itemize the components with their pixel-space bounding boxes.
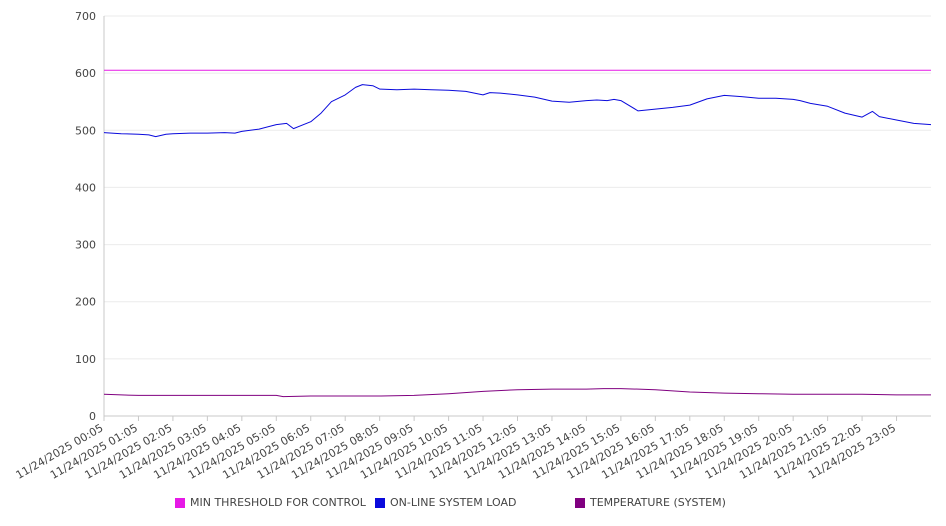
legend-item[interactable]: MIN THRESHOLD FOR CONTROL — [175, 496, 366, 509]
line-chart: 0 100 200 300 400 500 600 700 11/24/2025 00:051… — [14, 10, 932, 482]
legend-label: TEMPERATURE (SYSTEM) — [590, 496, 726, 509]
legend-label: ON-LINE SYSTEM LOAD — [390, 496, 517, 509]
y-tick-label: 200 — [75, 296, 96, 309]
grid-lines — [104, 15, 931, 360]
y-axis-tick-labels: 0 100 200 300 400 500 600 700 — [75, 10, 96, 423]
y-tick-label: 400 — [75, 181, 96, 194]
legend-label: MIN THRESHOLD FOR CONTROL — [190, 496, 366, 509]
y-tick-label: 500 — [75, 124, 96, 137]
legend-swatch — [375, 497, 385, 508]
legend-swatch — [575, 497, 585, 508]
series-lines — [103, 69, 932, 398]
axes — [103, 16, 931, 421]
legend-item[interactable]: ON-LINE SYSTEM LOAD — [375, 496, 516, 509]
chart-legend: MIN THRESHOLD FOR CONTROL ON-LINE SYSTEM … — [0, 496, 946, 516]
y-tick-label: 0 — [89, 410, 96, 423]
series-line-on-line-system-load — [103, 84, 932, 138]
y-tick-label: 700 — [75, 10, 96, 23]
legend-swatch — [175, 497, 185, 508]
y-tick-label: 600 — [75, 67, 96, 80]
y-tick-label: 100 — [75, 353, 96, 366]
y-tick-label: 300 — [75, 239, 96, 252]
legend-item[interactable]: TEMPERATURE (SYSTEM) — [575, 496, 726, 509]
series-line-temperature-system — [103, 388, 931, 398]
